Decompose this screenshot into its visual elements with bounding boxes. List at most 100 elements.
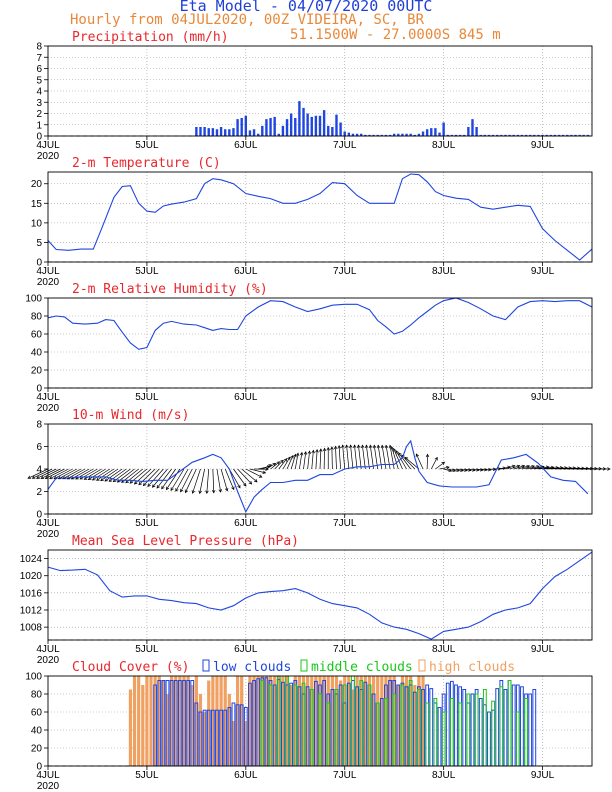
precip-bar <box>318 115 322 136</box>
precip-bar <box>244 115 248 136</box>
wind-vector <box>460 468 468 471</box>
low-cloud-bar <box>470 693 475 767</box>
wind-vector <box>447 468 456 472</box>
y-tick-label: 7 <box>36 53 42 64</box>
wind-vector-head <box>303 451 308 455</box>
precip-bar <box>442 122 445 136</box>
wind-vector-head <box>341 444 345 448</box>
wind-vector-head <box>108 478 113 482</box>
wind-vector-head <box>356 444 361 449</box>
precip-bar <box>240 118 243 136</box>
wind-vector <box>455 468 464 472</box>
wind-vector <box>270 461 280 470</box>
wind-vector <box>147 468 164 487</box>
precip-bar <box>458 134 462 136</box>
wind-vector <box>365 445 370 470</box>
wind-vector-head <box>393 448 397 452</box>
high-cloud-bar <box>227 694 231 766</box>
high-cloud-bar <box>306 676 310 766</box>
high-cloud-bar <box>301 676 306 766</box>
y-tick-label: 5 <box>36 238 42 249</box>
wind-vector <box>362 445 366 470</box>
panel-title: 10-m Wind (m/s) <box>72 408 189 423</box>
precip-bar <box>570 134 573 136</box>
x-tick-label: 8JUL <box>432 644 456 655</box>
panel-title: Precipitation (mm/h) <box>72 30 229 45</box>
high-cloud-bar <box>277 676 281 766</box>
wind-vector-head <box>218 489 222 493</box>
wind-vector-head <box>147 483 151 487</box>
wind-vector-head <box>27 475 32 479</box>
wind-vector-head <box>262 470 267 474</box>
precip-bar <box>557 134 561 136</box>
year-label: 2020 <box>37 403 60 414</box>
precip-bar <box>392 133 396 136</box>
high-cloud-bar <box>132 676 137 766</box>
wind-vector <box>342 445 346 470</box>
wind-vector-head <box>345 444 349 449</box>
low-cloud-bar <box>478 698 483 767</box>
wind-vector <box>395 450 407 470</box>
wind-vector <box>538 466 554 470</box>
year-label: 2020 <box>37 529 60 540</box>
wind-vector <box>315 449 318 470</box>
legend-swatch <box>202 659 210 672</box>
high-cloud-bar <box>289 685 293 766</box>
precip-bar <box>314 115 318 136</box>
wind-vector-head <box>83 476 88 480</box>
high-cloud-bar <box>157 676 161 766</box>
precip-bar <box>566 134 569 136</box>
x-tick-label: 9JUL <box>531 140 555 151</box>
precip-bar <box>524 134 528 136</box>
wind-vector-head <box>388 444 393 449</box>
wind-vector <box>439 466 450 470</box>
x-tick-label: 6JUL <box>234 392 258 403</box>
wind-vector <box>335 446 337 470</box>
precip-bar <box>520 134 524 136</box>
x-tick-label: 4JUL <box>36 518 60 529</box>
high-cloud-bar <box>170 676 174 766</box>
wind-vector-head <box>254 478 258 483</box>
wind-vector-head <box>283 458 288 462</box>
y-tick-label: 0 <box>36 132 42 143</box>
precip-bar <box>232 128 235 136</box>
precip-bar <box>364 134 367 136</box>
wind-vector <box>350 445 354 470</box>
wind-vector-head <box>265 467 269 471</box>
x-tick-label: 7JUL <box>333 140 357 151</box>
wind-vector <box>451 468 460 472</box>
high-cloud-bar <box>219 676 223 766</box>
wind-vector-head <box>138 481 142 486</box>
wind-vector <box>40 468 61 479</box>
wind-vector-head <box>112 478 117 483</box>
high-cloud-bar <box>409 676 413 766</box>
precip-bar <box>549 134 552 136</box>
wind-vector <box>249 468 266 474</box>
wind-vector <box>266 463 276 470</box>
wind-vector <box>513 465 525 470</box>
wind-vector <box>401 454 416 470</box>
low-cloud-bar <box>487 711 491 767</box>
wind-vector-head <box>353 444 357 449</box>
low-cloud-bar <box>462 689 467 767</box>
high-cloud-bar <box>207 680 211 766</box>
y-tick-label: 5 <box>36 75 42 86</box>
x-tick-label: 9JUL <box>531 644 555 655</box>
precip-bar <box>500 134 503 136</box>
wind-vector <box>258 466 270 470</box>
precip-bar <box>438 132 441 136</box>
legend-label: low clouds <box>213 660 291 675</box>
wind-vector-head <box>293 453 297 458</box>
y-tick-label: 40 <box>31 348 43 359</box>
wind-vector <box>138 468 156 486</box>
wind-vector-head <box>100 477 104 482</box>
x-tick-label: 6JUL <box>234 518 258 529</box>
high-cloud-bar <box>153 676 157 766</box>
wind-vector-head <box>276 461 281 465</box>
wind-vector-head <box>376 444 381 449</box>
precip-bar <box>450 134 454 136</box>
precip-bar <box>215 129 219 136</box>
high-cloud-bar <box>351 689 355 766</box>
high-cloud-bar <box>334 676 339 766</box>
main-title: Eta Model - 04/07/2020 00UTC <box>179 0 433 15</box>
